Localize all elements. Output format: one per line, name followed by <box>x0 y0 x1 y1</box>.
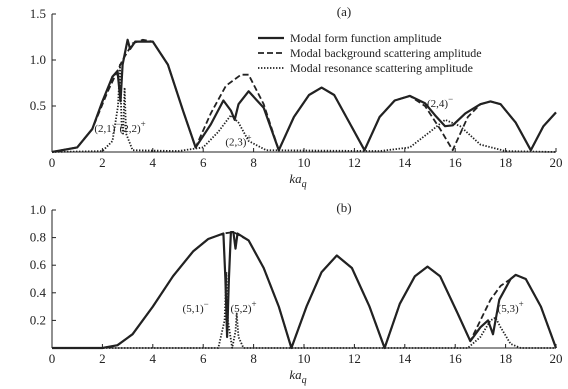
legend-label: Modal resonance scattering amplitude <box>290 61 473 75</box>
x-tick-label: 20 <box>550 351 563 366</box>
y-tick-label: 0.2 <box>30 312 46 327</box>
x-tick-label: 18 <box>499 351 512 366</box>
x-tick-label: 0 <box>49 155 56 170</box>
x-tick-label: 20 <box>550 155 563 170</box>
y-tick-label: 1.0 <box>30 202 46 217</box>
y-tick-label: 0.4 <box>30 285 47 300</box>
x-tick-label: 10 <box>298 155 311 170</box>
x-tick-label: 14 <box>398 155 412 170</box>
y-tick-label: 0.8 <box>30 230 46 245</box>
legend-label: Modal form function amplitude <box>290 31 442 45</box>
resonance-annotation: (2,3)+ <box>225 133 251 149</box>
x-tick-label: 18 <box>499 155 512 170</box>
panel-a: 0 2 4 6 8 10 12 14 16 18 200.51.01.5 (a)kaq(2,1)− (2… <box>30 4 563 190</box>
x-tick-label: 2 <box>99 351 106 366</box>
x-tick-label: 8 <box>250 155 257 170</box>
series-dotted <box>52 271 556 349</box>
x-tick-label: 8 <box>250 351 257 366</box>
resonance-annotation: (2,4)− <box>427 94 453 110</box>
x-tick-label: 10 <box>298 351 311 366</box>
x-tick-label: 4 <box>150 351 157 366</box>
x-tick-label: 6 <box>200 351 207 366</box>
legend-label: Modal background scattering amplitude <box>290 46 482 60</box>
x-tick-label: 2 <box>99 155 106 170</box>
x-axis-label: kaq <box>289 171 306 190</box>
y-tick-label: 0.6 <box>30 257 47 272</box>
x-tick-label: 4 <box>150 155 157 170</box>
x-tick-label: 6 <box>200 155 207 170</box>
resonance-annotation: (5,2)+ <box>230 299 256 315</box>
x-tick-label: 16 <box>449 155 463 170</box>
resonance-annotation: (5,3)+ <box>498 299 524 315</box>
resonance-annotation: (5,1)− <box>183 299 209 315</box>
x-axis-label: kaq <box>289 367 306 386</box>
resonance-annotation: (2,1)− <box>94 119 120 135</box>
series-dashed <box>51 38 557 153</box>
resonance-annotation: (2,2)+ <box>120 119 146 135</box>
series-dotted <box>51 63 557 153</box>
x-tick-label: 0 <box>49 351 56 366</box>
series-solid <box>52 231 558 350</box>
series-dashed <box>52 231 557 349</box>
panel-b: 0 2 4 6 8 10 12 14 16 18 20 0.2 0.4 0.6 0.8 1.0 (b) kaq (5… <box>30 200 563 386</box>
x-tick-label: 14 <box>398 351 412 366</box>
y-tick-label: 0.5 <box>30 98 46 113</box>
x-tick-label: 16 <box>449 351 463 366</box>
panel-label: (b) <box>336 200 351 215</box>
x-tick-label: 12 <box>348 155 361 170</box>
panel-label: (a) <box>337 4 351 19</box>
x-tick-label: 12 <box>348 351 361 366</box>
y-tick-label: 1.5 <box>30 6 46 21</box>
y-tick-label: 1.0 <box>30 52 46 67</box>
